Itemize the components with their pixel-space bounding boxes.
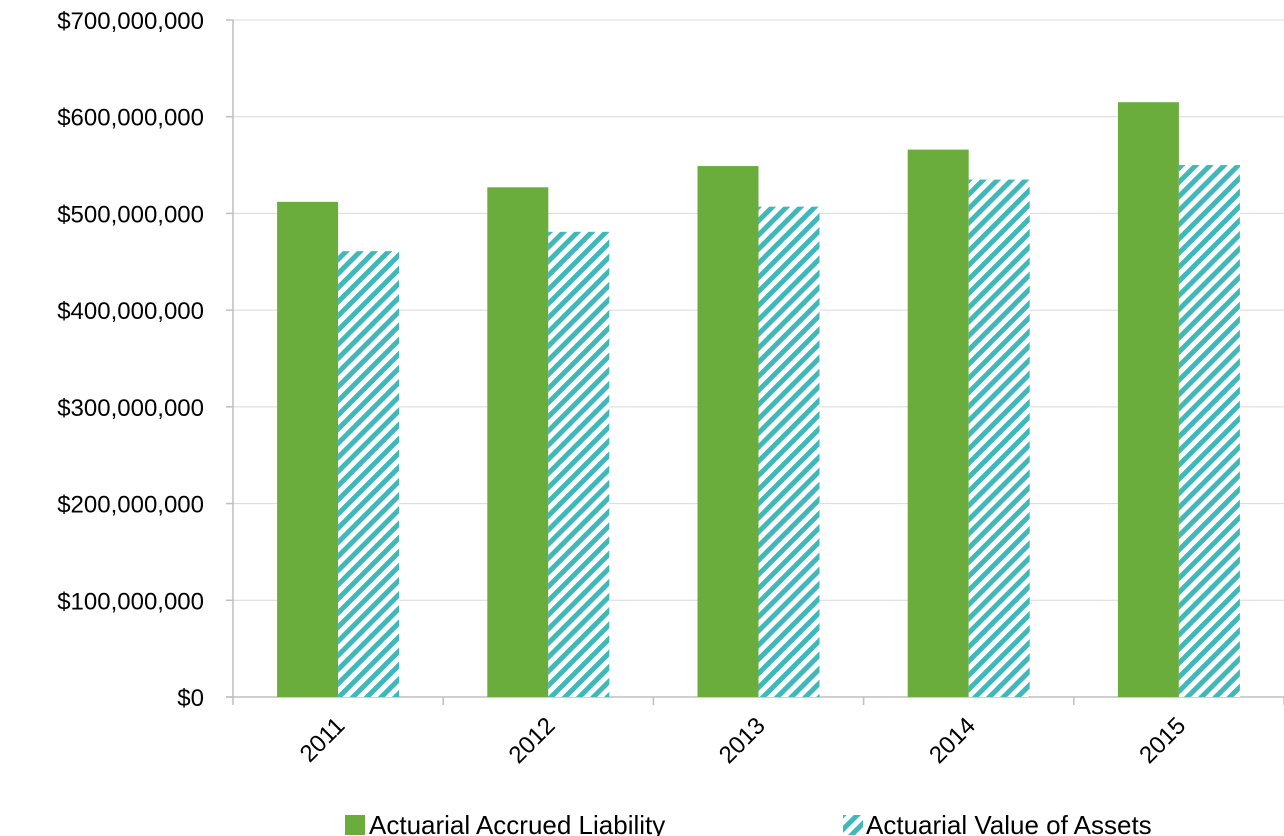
legend-swatch-actuarial-accrued-liability bbox=[345, 815, 365, 835]
x-tick-label: 2015 bbox=[1134, 712, 1191, 769]
bar-actuarial-value-of-assets-2011 bbox=[338, 251, 400, 697]
y-tick-label: $0 bbox=[177, 685, 204, 712]
bar-actuarial-accrued-liability-2012 bbox=[487, 187, 549, 697]
x-tick-label: 2012 bbox=[504, 712, 561, 769]
legend-label-actuarial-value-of-assets: Actuarial Value of Assets bbox=[866, 810, 1152, 836]
y-tick-label: $400,000,000 bbox=[57, 298, 204, 325]
y-tick-labels: $0 $100,000,000 $200,000,000 $300,000,000 $4… bbox=[57, 8, 204, 712]
x-tick-labels: 2011 2012 2013 2014 2015 bbox=[295, 712, 1191, 769]
y-tick-label: $200,000,000 bbox=[57, 492, 204, 519]
bar-actuarial-value-of-assets-2015 bbox=[1178, 165, 1240, 698]
bar-actuarial-accrued-liability-2011 bbox=[277, 201, 339, 697]
legend-swatch-actuarial-value-of-assets bbox=[843, 815, 863, 835]
y-tick-label: $100,000,000 bbox=[57, 588, 204, 615]
legend: Actuarial Accrued Liability Actuarial Va… bbox=[345, 810, 1152, 836]
bar-actuarial-accrued-liability-2014 bbox=[907, 149, 969, 697]
y-tick-label: $500,000,000 bbox=[57, 201, 204, 228]
x-tick-label: 2014 bbox=[924, 712, 981, 769]
bar-actuarial-accrued-liability-2013 bbox=[697, 166, 759, 697]
bar-actuarial-value-of-assets-2014 bbox=[968, 179, 1030, 698]
y-tick-label: $300,000,000 bbox=[57, 395, 204, 422]
bar-actuarial-value-of-assets-2012 bbox=[548, 231, 610, 697]
x-tick-label: 2013 bbox=[714, 712, 771, 769]
bar-actuarial-value-of-assets-2013 bbox=[758, 206, 820, 697]
y-tick-label: $700,000,000 bbox=[57, 8, 204, 35]
y-tick-label: $600,000,000 bbox=[57, 105, 204, 132]
x-tick-label: 2011 bbox=[295, 712, 351, 768]
legend-label-actuarial-accrued-liability: Actuarial Accrued Liability bbox=[369, 810, 665, 836]
bar-actuarial-accrued-liability-2015 bbox=[1117, 102, 1179, 697]
bars bbox=[277, 102, 1240, 698]
